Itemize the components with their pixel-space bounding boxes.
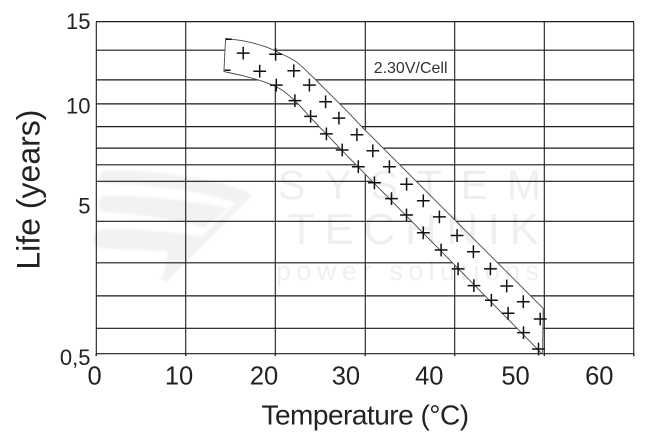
svg-text:30: 30: [332, 362, 360, 390]
svg-text:40: 40: [415, 362, 443, 390]
svg-text:10: 10: [66, 93, 90, 118]
svg-text:60: 60: [585, 362, 613, 390]
svg-text:2.30V/Cell: 2.30V/Cell: [374, 60, 448, 77]
svg-text:0: 0: [88, 362, 102, 390]
svg-text:5: 5: [78, 193, 90, 218]
svg-text:TECHNIK: TECHNIK: [288, 205, 539, 254]
svg-text:Life (years): Life (years): [11, 110, 47, 270]
svg-text:20: 20: [250, 362, 278, 390]
svg-text:15: 15: [66, 9, 90, 34]
svg-text:0,5: 0,5: [60, 345, 91, 370]
svg-text:Temperature (°C): Temperature (°C): [261, 400, 468, 431]
svg-text:50: 50: [501, 362, 529, 390]
svg-text:10: 10: [165, 362, 193, 390]
svg-text:power solutions: power solutions: [276, 256, 539, 286]
